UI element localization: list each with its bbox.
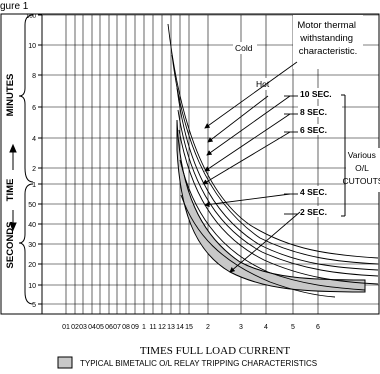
x-tick-label: 4: [264, 324, 268, 331]
y-tick-label: 8: [32, 73, 36, 80]
figure-title-fragment: gure 1: [0, 1, 29, 12]
x-tick-label: 06: [105, 324, 113, 331]
motor-thermal-label: Motor thermal withstanding characteristi…: [297, 20, 358, 57]
y-tick-label: 5: [32, 302, 36, 309]
x-tick-label: 13: [167, 324, 175, 331]
minutes-label: MINUTES: [5, 74, 16, 117]
x-tick-label: 09: [131, 324, 139, 331]
y-tick-label: 20: [28, 262, 36, 269]
y-tick-label: 6: [32, 105, 36, 112]
legend-text: TYPICAL BIMETALIC O/L RELAY TRIPPING CHA…: [80, 359, 317, 368]
time-label: TIME: [5, 179, 16, 202]
y-tick-label: 10: [28, 43, 36, 50]
hot-curve: [171, 54, 379, 265]
chart-grid: [38, 14, 379, 314]
seconds-brace: [18, 183, 34, 305]
x-tick-label: 1: [142, 324, 146, 331]
x-tick-label: 08: [122, 324, 130, 331]
cold-curve: [167, 23, 379, 259]
seconds-label: SECONDS: [5, 222, 16, 269]
various-cutouts-label: Various O/L CUTOUTS: [343, 150, 380, 186]
annotation-arrows: [202, 61, 301, 273]
sec-label: 10 SEC.: [300, 89, 332, 99]
x-tick-label: 02: [71, 324, 79, 331]
x-tick-label: 5: [291, 324, 295, 331]
y-tick-label: 0: [32, 0, 36, 2]
sec-labels: 10 SEC. 8 SEC. 6 SEC. 4 SEC. 2 SEC.: [284, 88, 342, 217]
cutouts-bracket: [341, 94, 346, 217]
hot-label-bg: [253, 78, 273, 90]
minutes-brace: [18, 14, 34, 183]
x-axis-title: TIMES FULL LOAD CURRENT: [140, 345, 291, 357]
sec-label: 6 SEC.: [300, 125, 327, 135]
cold-label: Cold: [235, 43, 253, 53]
x-tick-label: 11: [149, 324, 156, 331]
y-tick-label: 4: [32, 136, 36, 143]
x-tick-label: 05: [96, 324, 104, 331]
x-tick-label: 6: [316, 324, 320, 331]
y-tick-label: 2: [32, 166, 36, 173]
x-tick-label: 2: [206, 324, 210, 331]
x-tick-label: 14: [176, 324, 184, 331]
motor-thermal-box: [293, 15, 363, 69]
cutout-2-sec-curve: [180, 194, 336, 298]
x-tick-label: 03: [79, 324, 87, 331]
cutout-6-sec-curve: [178, 129, 379, 285]
tripping-band: [176, 119, 366, 293]
y-tick-label: 100: [26, 14, 37, 20]
legend-swatch: [57, 356, 73, 369]
x-tick-label: 04: [88, 324, 96, 331]
cutout-4-sec-curve: [179, 159, 366, 291]
y-tick-label: 30: [28, 242, 36, 249]
y-tick-label: 40: [28, 222, 36, 229]
hot-label: Hot: [256, 79, 270, 89]
sec-label: 8 SEC.: [300, 107, 327, 117]
cutout-10-sec-curve: [176, 87, 379, 271]
x-tick-label: 15: [185, 324, 193, 331]
sec-label: 2 SEC.: [300, 207, 327, 217]
cold-label-bg: [233, 42, 257, 54]
x-tick-label: 07: [113, 324, 121, 331]
x-tick-label: 3: [239, 324, 243, 331]
x-tick-labels: 01 02 03 04 05 06 07 08 09 1 11 12 13 14 15 2 3 4 5 6: [62, 324, 320, 331]
x-tick-label: 01: [62, 324, 70, 331]
sec-label: 4 SEC.: [300, 187, 327, 197]
x-tick-label: 12: [158, 324, 166, 331]
time-axis-arrows: [9, 143, 17, 232]
various-cutouts-bg: [346, 148, 380, 192]
y-tick-label: 10: [28, 283, 36, 290]
y-tick-label: 50: [28, 202, 36, 209]
y-tick-label: 1: [32, 182, 36, 189]
